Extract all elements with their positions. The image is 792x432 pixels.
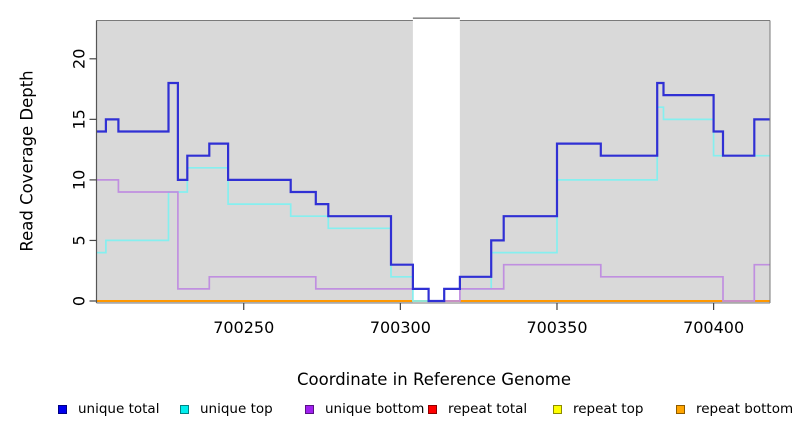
x-axis-title: Coordinate in Reference Genome [296, 370, 572, 389]
y-tick-label: 0 [70, 296, 89, 306]
series-unique-total [96, 81, 770, 303]
legend-label: repeat bottom [696, 401, 792, 417]
repeat-top-swatch-icon [553, 405, 562, 414]
legend-item-unique-total: unique total [58, 401, 160, 417]
x-tick-label: 700350 [526, 318, 587, 337]
legend-label: repeat top [573, 401, 644, 417]
y-tick-label: 15 [70, 109, 89, 129]
legend-item-repeat-top: repeat top [553, 401, 644, 417]
y-tick-label: 5 [70, 235, 89, 245]
x-tick-label: 700300 [370, 318, 431, 337]
legend-label: unique bottom [325, 401, 425, 417]
repeat-total-swatch-icon [428, 405, 437, 414]
y-axis-title: Read Coverage Depth [17, 70, 37, 252]
legend-label: unique top [200, 401, 273, 417]
legend-item-unique-top: unique top [180, 401, 273, 417]
unique-total-swatch-icon [58, 405, 67, 414]
y-tick-label: 10 [70, 170, 89, 190]
legend-label: repeat total [448, 401, 528, 417]
gap-band [412, 17, 460, 303]
legend-item-unique-bottom: unique bottom [305, 401, 425, 417]
legend-label: unique total [78, 401, 160, 417]
x-tick-label: 700250 [213, 318, 274, 337]
legend-item-repeat-total: repeat total [428, 401, 528, 417]
legend-item-repeat-bottom: repeat bottom [676, 401, 792, 417]
x-tick-label: 700400 [683, 318, 744, 337]
unique-bottom-swatch-icon [305, 405, 314, 414]
unique-top-swatch-icon [180, 405, 189, 414]
repeat-bottom-swatch-icon [676, 405, 685, 414]
y-tick-label: 20 [70, 49, 89, 69]
